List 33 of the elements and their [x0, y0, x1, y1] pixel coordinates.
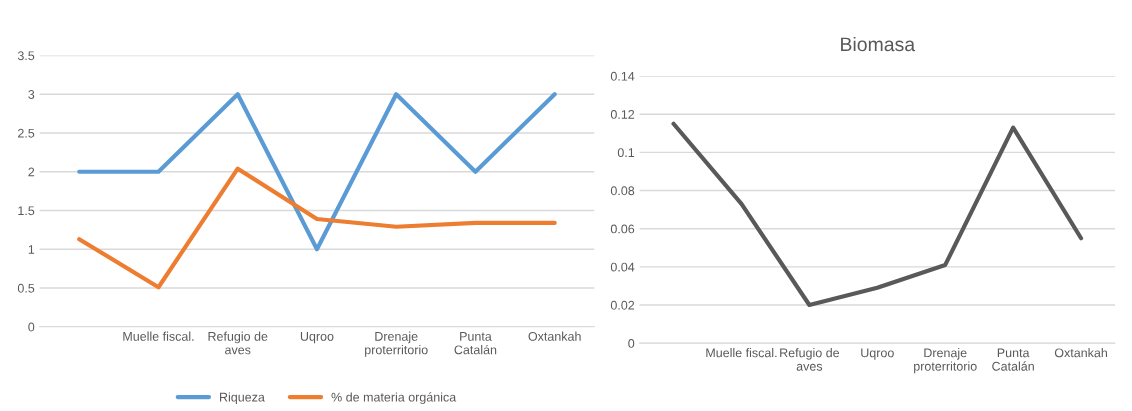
y-tick-label: 0: [28, 322, 35, 332]
x-tick-label: Refugio de aves: [780, 348, 840, 371]
y-tick-label: 3: [28, 90, 35, 99]
y-tick-label: 1: [28, 245, 35, 254]
x-tick-label: Drenaje proterritorio: [914, 348, 977, 374]
legend-label: % de materia orgánica: [331, 392, 457, 405]
y-tick-label: 3.5: [17, 51, 35, 61]
x-tick-label: Punta Catalán: [454, 332, 497, 355]
y-tick-label: 0.1: [617, 148, 635, 158]
y-tick-label: 0.5: [17, 283, 35, 293]
x-tick-label: Drenaje proterritorio: [365, 331, 428, 357]
x-tick-label: Oxtankah: [528, 331, 581, 341]
legend-label: Riqueza: [220, 392, 265, 405]
y-tick-label: 0.08: [610, 186, 635, 196]
y-tick-label: 0.06: [610, 224, 635, 234]
x-tick-label: Uqroo: [861, 348, 894, 360]
x-tick-label: Muelle fiscal.: [123, 331, 194, 341]
x-tick-label: Uqroo: [300, 332, 334, 344]
chart-title: Biomasa: [841, 36, 916, 52]
y-tick-label: 1.5: [18, 206, 35, 216]
y-tick-label: 0.04: [610, 262, 635, 272]
y-tick-label: 0.12: [610, 110, 635, 119]
y-tick-label: 0.02: [610, 300, 635, 310]
line-series: [671, 121, 1084, 308]
x-tick-label: Oxtankah: [1054, 348, 1107, 358]
line-series: [77, 166, 557, 290]
y-tick-label: 2: [28, 167, 35, 177]
x-tick-label: Refugio de aves: [208, 331, 268, 355]
y-tick-label: 0.14: [610, 71, 635, 81]
y-tick-label: 2.5: [18, 128, 35, 138]
x-tick-label: Muelle fiscal.: [706, 348, 777, 358]
x-tick-label: Punta Catalán: [992, 348, 1034, 371]
y-tick-label: 0: [628, 338, 635, 348]
